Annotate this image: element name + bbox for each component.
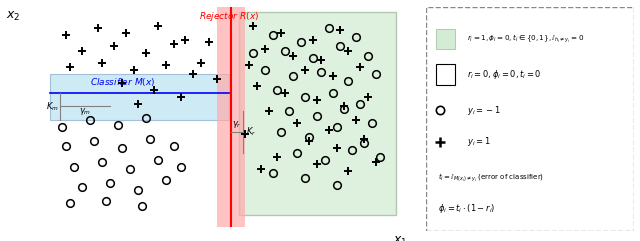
Text: $\gamma_m$: $\gamma_m$ (79, 106, 92, 117)
Text: $r_i=0, \phi_i=0, t_i=0$: $r_i=0, \phi_i=0, t_i=0$ (467, 68, 542, 81)
Text: $r_i=1, \phi_i=0, t_i \in \{0,1\}, \mathbb{I}_{h_i \neq y_i}=0$: $r_i=1, \phi_i=0, t_i \in \{0,1\}, \math… (467, 33, 584, 45)
Text: $x_2$: $x_2$ (6, 10, 20, 23)
Text: $y_i=1$: $y_i=1$ (467, 135, 491, 148)
FancyBboxPatch shape (426, 7, 634, 231)
Text: $y_i=-1$: $y_i=-1$ (467, 104, 501, 117)
Text: $K_m$: $K_m$ (46, 100, 59, 113)
Bar (51, 74, 229, 120)
Text: $K_r$: $K_r$ (246, 126, 257, 138)
Bar (217, 7, 245, 227)
Text: $\gamma_r$: $\gamma_r$ (232, 119, 242, 130)
Bar (239, 12, 396, 215)
Text: $x_1$: $x_1$ (393, 235, 407, 241)
Text: $t_i=\mathbb{I}_{M(x_i)\neq y_i}\ \mathrm{(error\ of\ classifier)}$: $t_i=\mathbb{I}_{M(x_i)\neq y_i}\ \mathr… (438, 172, 544, 183)
Text: $\phi_i=t_i\cdot(1-r_i)$: $\phi_i=t_i\cdot(1-r_i)$ (438, 202, 495, 215)
Text: $\it{Rejector}\ \it{R(x)}$: $\it{Rejector}\ \it{R(x)}$ (199, 10, 259, 23)
Bar (436, 64, 455, 85)
Text: $\it{Classifier}\ \it{M(x)}$: $\it{Classifier}\ \it{M(x)}$ (90, 76, 156, 87)
Bar (436, 28, 455, 49)
